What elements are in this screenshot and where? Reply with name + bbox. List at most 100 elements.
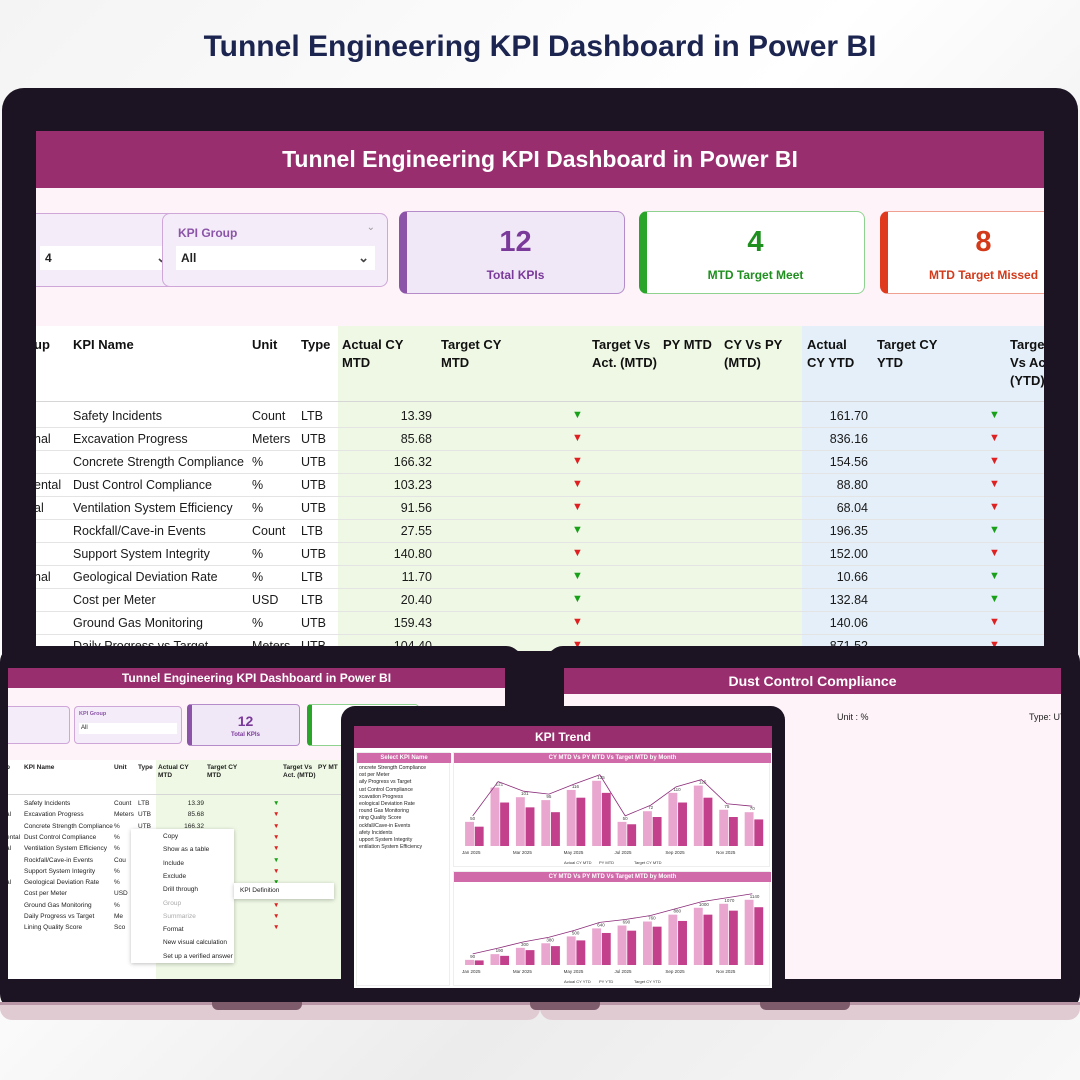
col-header-cy-vs-py-mtd[interactable]: CY Vs PY (MTD) [724,337,783,370]
col-header-target-cy-ytd[interactable]: Target CY YTD [877,337,938,370]
bar-actual[interactable] [693,785,703,846]
bar-prior-year[interactable] [627,824,637,846]
left-col-header[interactable]: KPI Name [24,764,55,771]
bar-prior-year[interactable] [550,812,560,846]
col-header-target-vs-act-ytd[interactable]: Targe Vs Ac (YTD) [1010,337,1044,388]
bar-prior-year[interactable] [652,817,662,846]
bar-prior-year[interactable] [754,907,764,965]
bar-actual[interactable] [617,925,627,965]
bar-actual[interactable] [668,914,678,965]
table-row[interactable]: Safety Incidents Count LTB 13.39 ▼ 161.70 ▼ [36,405,1044,428]
left-col-header[interactable]: p [8,764,10,772]
left-col-header[interactable]: Actual CY MTD [158,764,189,779]
bar-actual[interactable] [617,821,627,846]
bar-actual[interactable] [693,907,703,965]
left-col-header[interactable]: PY MT [318,764,338,771]
bar-prior-year[interactable] [576,940,586,965]
bar-prior-year[interactable] [525,950,535,965]
bar-actual[interactable] [515,797,525,846]
bar-actual[interactable] [465,959,474,965]
bar-actual[interactable] [515,947,525,965]
bar-prior-year[interactable] [500,955,510,965]
context-menu-item[interactable]: Copy [163,833,179,840]
bar-actual[interactable] [490,787,500,846]
bar-actual[interactable] [744,812,754,846]
bar-actual[interactable] [592,928,602,965]
col-header-actual-cy-ytd[interactable]: Actual CY YTD [807,337,855,370]
bar-prior-year[interactable] [754,819,764,846]
bar-prior-year[interactable] [474,960,484,965]
bar-actual[interactable] [744,899,754,965]
context-menu-item[interactable]: Summarize [163,912,196,920]
kpi-list-item[interactable]: oncrete Strength Compliance [359,765,427,771]
col-header-actual-cy-mtd[interactable]: Actual CY MTD [342,337,404,370]
col-header-kpi-name[interactable]: KPI Name [73,337,134,352]
context-menu-item[interactable]: Group [163,899,182,907]
bar-actual[interactable] [719,809,729,846]
table-row[interactable]: Concrete Strength Compliance% UTB 166.32 ▼ 1… [36,451,1044,474]
bar-prior-year[interactable] [703,797,713,846]
context-menu-item[interactable]: Format [163,926,184,934]
table-row[interactable]: nal Geological Deviation Rate% LTB 11.70 ▼ 10… [36,566,1044,589]
table-row[interactable]: Cost per Meter USD LTB 20.40 ▼ 132.84 ▼ [36,589,1044,612]
bar-prior-year[interactable] [627,930,637,965]
bar-actual[interactable] [643,921,652,965]
left-month-slicer[interactable] [8,706,70,744]
col-header-group[interactable]: up [36,337,50,352]
bar-prior-year[interactable] [525,807,535,846]
bar-actual[interactable] [719,903,729,965]
bar-actual[interactable] [566,789,576,846]
col-header-py-mtd[interactable]: PY MTD [663,337,712,352]
bar-prior-year[interactable] [474,826,484,846]
context-menu-item[interactable]: New visual calculation [163,939,227,947]
kpi-list-item[interactable]: upport System Integrity [359,837,413,843]
bar-prior-year[interactable] [601,792,611,846]
kpi-list-item[interactable]: ning Quality Score [359,815,402,822]
bar-actual[interactable] [592,780,602,846]
bar-actual[interactable] [541,943,551,965]
context-menu-item[interactable]: Drill through [163,886,199,894]
bar-prior-year[interactable] [728,817,738,846]
bar-prior-year[interactable] [652,926,662,965]
kpi-list-item[interactable]: ust Control Compliance [359,786,413,793]
col-header-unit[interactable]: Unit [252,337,278,352]
kpi-list-item[interactable]: entilation System Efficiency [359,844,423,851]
left-col-header[interactable]: Target CY MTD [207,764,238,779]
col-header-type[interactable]: Type [301,337,331,352]
bar-actual[interactable] [490,954,500,965]
left-kpi-group-slicer[interactable]: KPI Group All [74,706,182,744]
submenu-kpi-definition[interactable]: KPI Definition [240,887,280,894]
kpi-group-select[interactable]: All ⌄ [176,246,375,270]
kpi-list-item[interactable]: ost per Meter [359,772,390,779]
table-row[interactable]: ental Dust Control Compliance% UTB 103.23 ▼ 8… [36,474,1044,497]
bar-prior-year[interactable] [678,920,687,965]
kpi-list-item[interactable]: round Gas Monitoring [359,808,409,815]
kpi-list-item[interactable]: eological Deviation Rate [359,801,415,807]
bar-actual[interactable] [465,821,474,846]
context-menu-item[interactable]: Include [163,859,184,867]
bar-actual[interactable] [668,792,678,846]
kpi-list-item[interactable]: afety Incidents [359,829,393,836]
month-slicer-select[interactable]: 4 ⌄ [40,246,173,270]
table-row[interactable]: nal Excavation Progress Meters UTB 85.68 ▼ 836… [36,428,1044,451]
left-col-header[interactable]: Unit [114,764,127,771]
bar-actual[interactable] [643,811,652,846]
kpi-list-item[interactable]: xcavation Progress [359,793,404,800]
bar-actual[interactable] [541,800,551,846]
bar-prior-year[interactable] [601,932,611,965]
kpi-list-item[interactable]: ockfall/Cave-in Events [359,822,411,829]
kpi-group-slicer[interactable]: KPI Group ⌄ All ⌄ [162,213,388,287]
table-row[interactable]: Support System Integrity% UTB 140.80 ▼ 152.0… [36,543,1044,566]
table-row[interactable]: Rockfall/Cave-in Events Count LTB 27.55 ▼ 196… [36,520,1044,543]
bar-prior-year[interactable] [678,802,687,846]
kpi-list-item[interactable]: aily Progress vs Target [359,779,412,786]
context-menu-item[interactable]: Show as a table [163,846,210,854]
bar-prior-year[interactable] [728,910,738,965]
bar-prior-year[interactable] [550,946,560,965]
context-menu-item[interactable]: Set up a verified answer [163,952,233,960]
bar-prior-year[interactable] [576,797,586,846]
context-menu-item[interactable]: Exclude [163,872,187,880]
table-row[interactable]: al Ventilation System Efficiency% UTB 91.56… [36,497,1044,520]
table-row[interactable]: Ground Gas Monitoring% UTB 159.43 ▼ 140.06 ▼ [36,612,1044,635]
bar-prior-year[interactable] [500,802,510,846]
